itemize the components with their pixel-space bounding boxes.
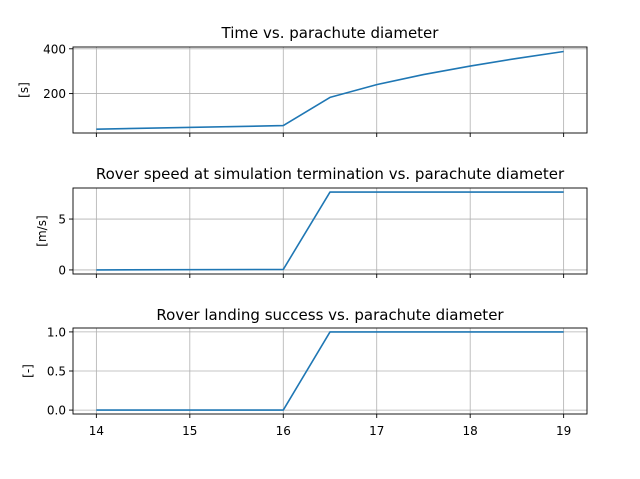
x-tick-label: 19 bbox=[556, 424, 571, 438]
y-tick-label: 200 bbox=[43, 87, 66, 101]
axes-frame bbox=[72, 187, 588, 275]
subplot-3: 14 15 16 17 18 19 0.0 0.5 1.0 Rover landing succe… bbox=[21, 306, 588, 438]
y-tick-label: 5 bbox=[58, 213, 66, 227]
subplot-1: 200 400 Time vs. parachute diameter [s] bbox=[17, 24, 588, 137]
series-line bbox=[96, 191, 564, 271]
y-axis-label: [s] bbox=[17, 82, 31, 98]
x-tick-label: 18 bbox=[463, 424, 478, 438]
y-tick-label: 0.0 bbox=[47, 404, 66, 418]
series-line bbox=[96, 331, 564, 411]
y-axis-label: [-] bbox=[21, 364, 35, 378]
x-tick-label: 15 bbox=[182, 424, 197, 438]
y-tick-label: 0 bbox=[58, 263, 66, 277]
x-tick-label: 16 bbox=[276, 424, 291, 438]
y-tick-label: 1.0 bbox=[47, 325, 66, 339]
y-tick-label: 400 bbox=[43, 42, 66, 56]
subplot-2: 0 5 Rover speed at simulation termination … bbox=[35, 165, 588, 278]
subplot-title: Rover speed at simulation termination vs… bbox=[96, 165, 565, 183]
series-line bbox=[96, 50, 564, 130]
subplot-title: Time vs. parachute diameter bbox=[221, 24, 440, 42]
x-tick-label: 17 bbox=[369, 424, 384, 438]
axes-frame bbox=[72, 46, 588, 134]
subplot-title: Rover landing success vs. parachute diam… bbox=[156, 306, 504, 324]
y-axis-label: [m/s] bbox=[35, 215, 49, 246]
y-tick-label: 0.5 bbox=[47, 365, 66, 379]
x-tick-label: 14 bbox=[89, 424, 104, 438]
